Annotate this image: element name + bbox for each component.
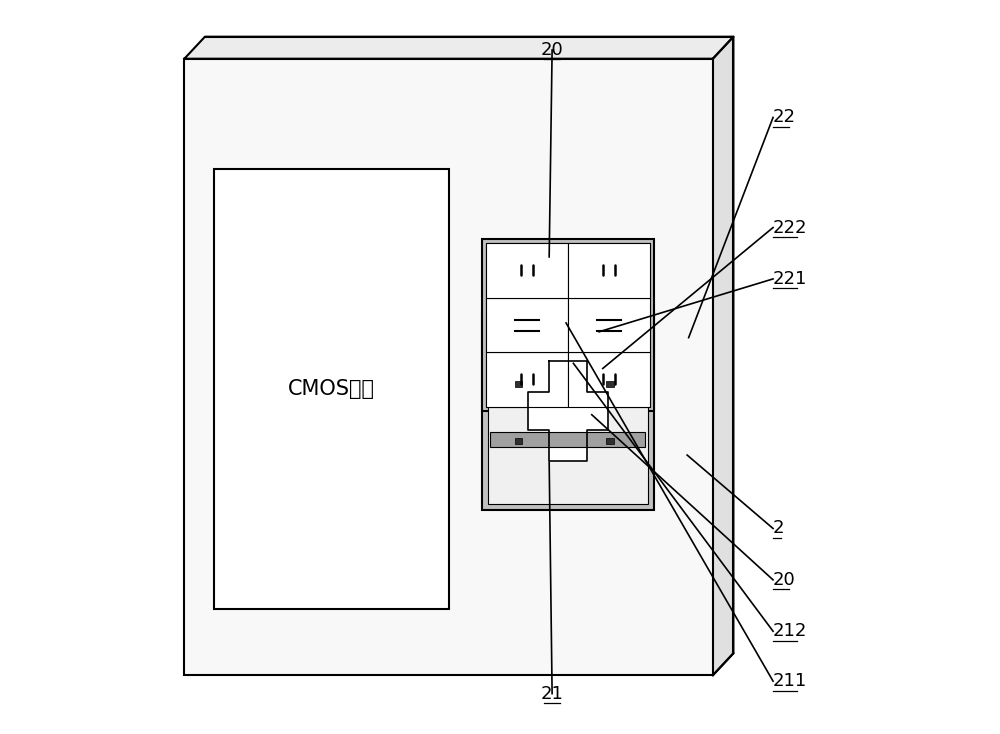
Polygon shape xyxy=(528,361,608,461)
Bar xyxy=(214,169,449,609)
Text: 211: 211 xyxy=(773,672,807,690)
Bar xyxy=(490,432,645,447)
Polygon shape xyxy=(713,37,733,675)
Bar xyxy=(606,381,614,387)
Bar xyxy=(486,352,568,407)
Bar xyxy=(184,59,713,675)
Bar xyxy=(486,243,650,407)
Text: 20: 20 xyxy=(541,41,563,59)
Text: 22: 22 xyxy=(773,109,796,126)
Bar xyxy=(606,438,614,444)
Text: 20: 20 xyxy=(773,571,796,589)
Text: CMOS电路: CMOS电路 xyxy=(288,379,375,399)
Bar xyxy=(486,297,568,352)
Bar xyxy=(482,239,654,411)
Bar xyxy=(515,381,522,387)
Bar xyxy=(568,243,650,297)
Bar xyxy=(486,243,568,297)
Text: 222: 222 xyxy=(773,219,808,236)
Text: 212: 212 xyxy=(773,622,807,640)
Text: 21: 21 xyxy=(541,685,564,702)
Bar xyxy=(482,312,654,510)
Bar xyxy=(490,375,645,390)
Bar xyxy=(568,297,650,352)
Bar xyxy=(568,352,650,407)
Polygon shape xyxy=(184,37,733,59)
Text: 221: 221 xyxy=(773,270,807,288)
Text: 2: 2 xyxy=(773,520,785,537)
Bar xyxy=(488,318,648,504)
Bar xyxy=(515,438,522,444)
